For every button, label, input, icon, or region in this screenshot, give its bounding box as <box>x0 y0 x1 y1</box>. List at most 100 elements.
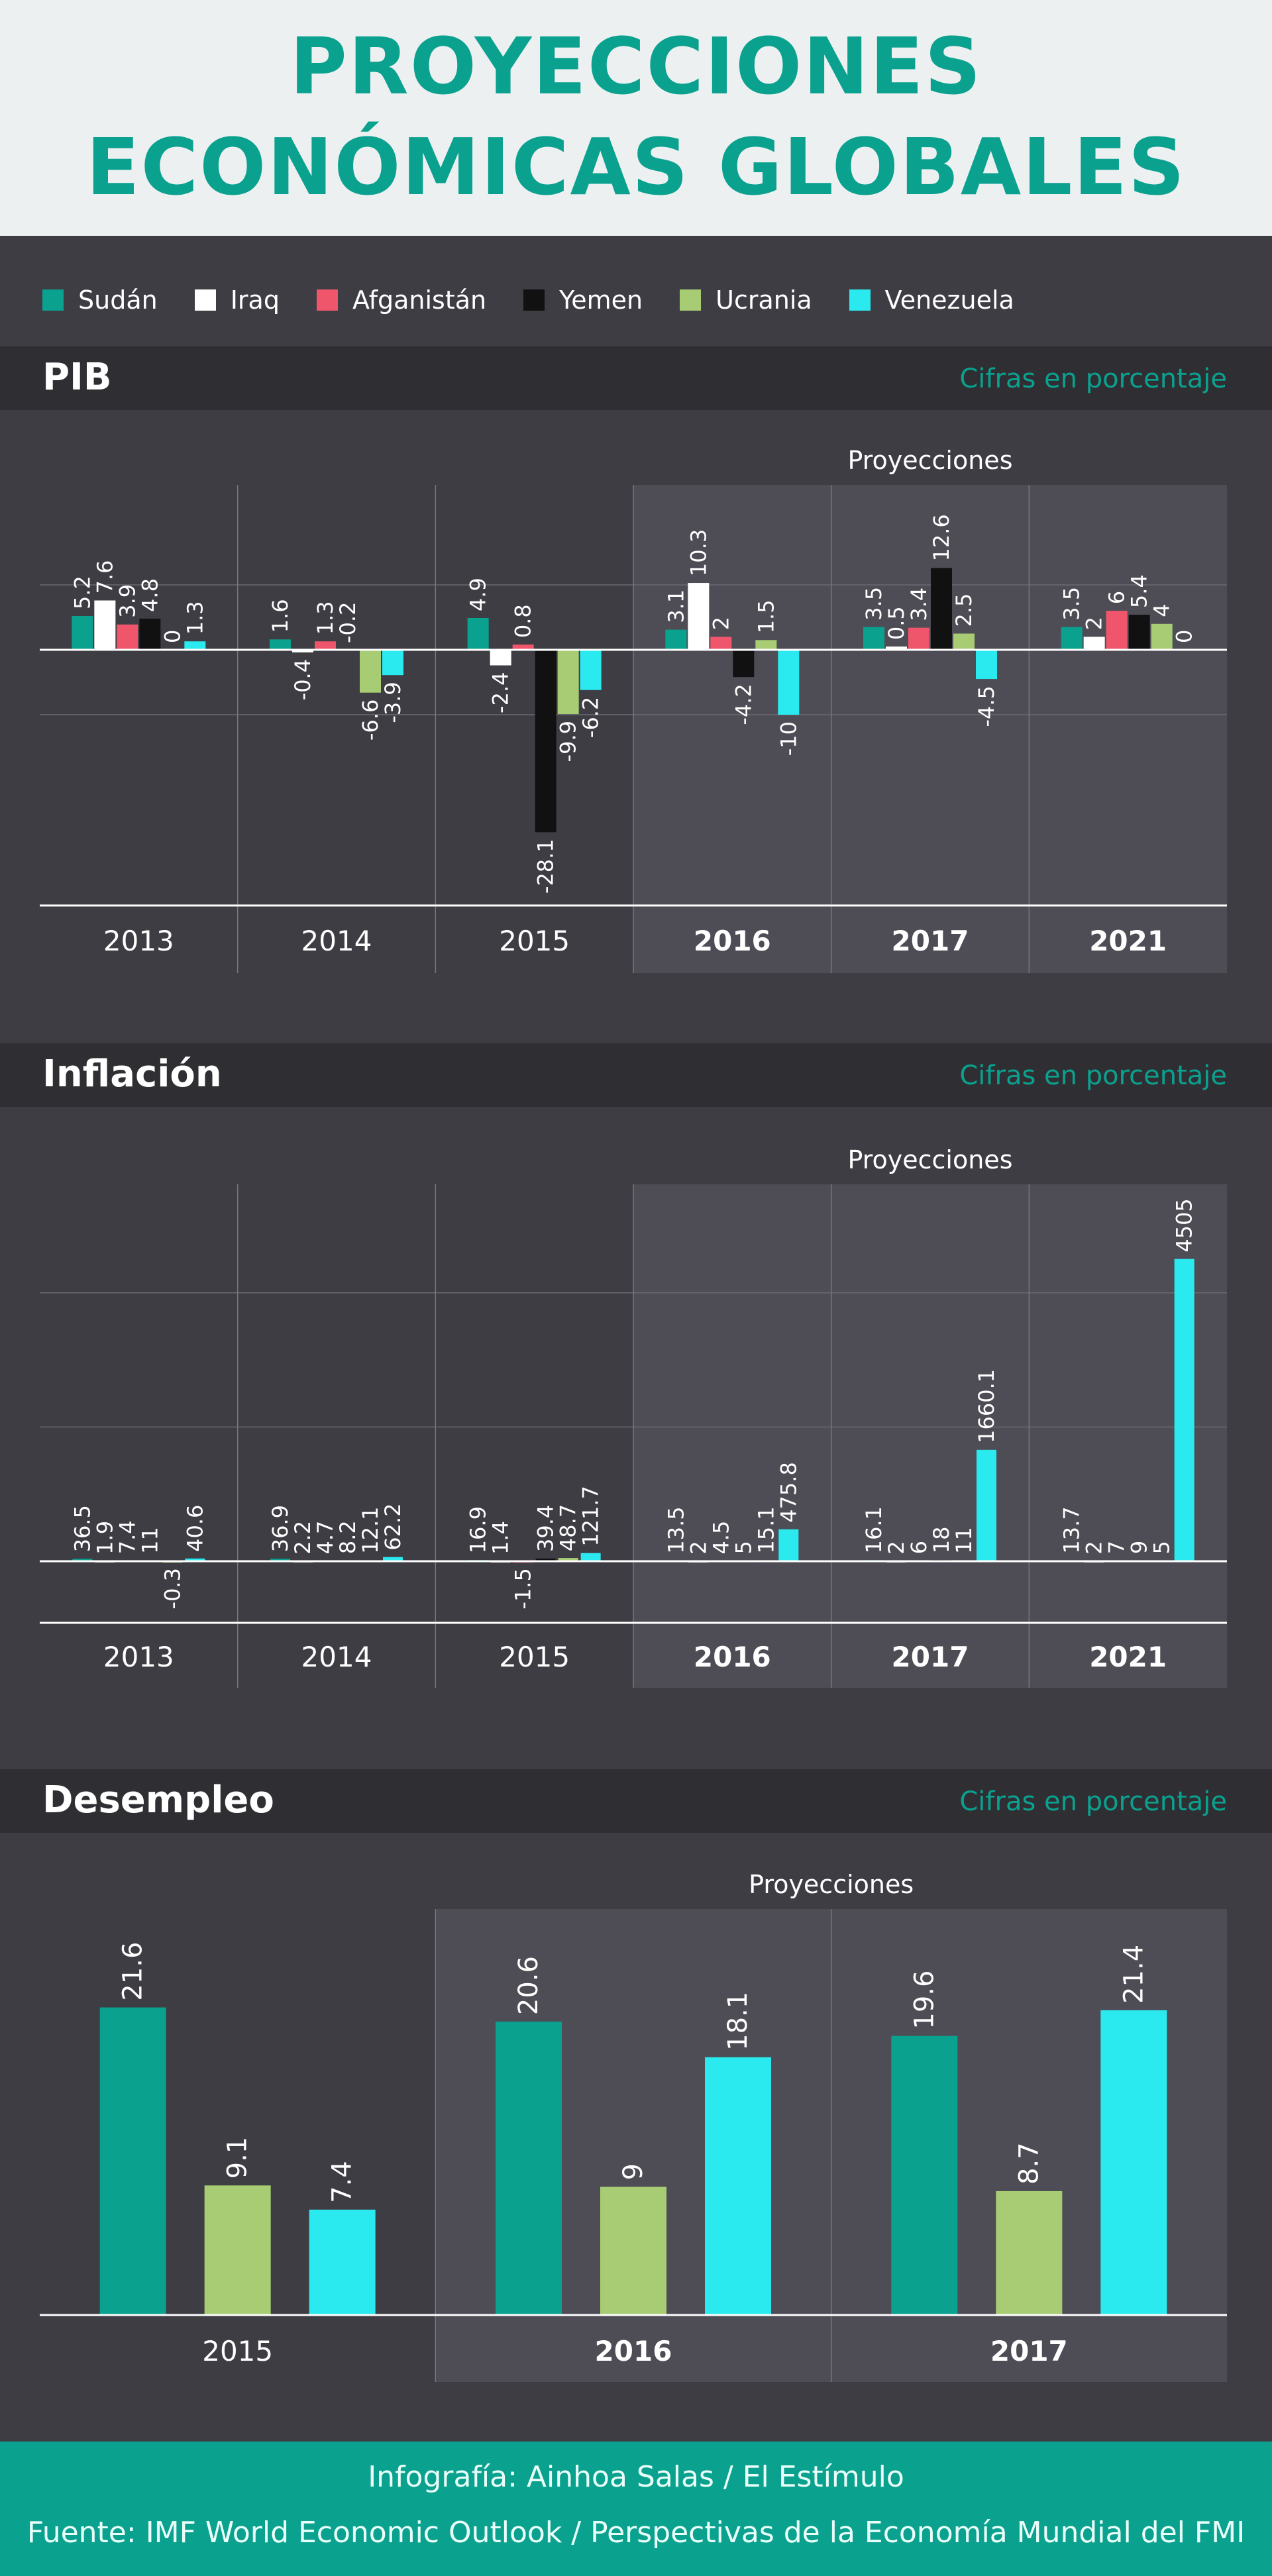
legend-item-iraq: Iraq <box>194 285 280 315</box>
header: PROYECCIONES ECONÓMICAS GLOBALES <box>0 0 1272 236</box>
data-label: 4.9 <box>466 578 491 611</box>
category-label: 2016 <box>694 1641 771 1673</box>
data-label: 2 <box>1082 617 1107 630</box>
bar-afganistan-2021 <box>1106 611 1128 650</box>
bar-afganistan-2014 <box>315 641 336 650</box>
data-label: 21.4 <box>1118 1945 1149 2004</box>
category-label: 2016 <box>694 925 771 957</box>
data-label: 2.5 <box>951 593 977 627</box>
data-label: 13.5 <box>663 1506 688 1553</box>
legend-label: Venezuela <box>884 285 1014 315</box>
projection-area <box>633 485 1227 973</box>
section-title-inflacion: Inflación <box>42 1053 222 1096</box>
category-label: 2016 <box>595 2335 672 2367</box>
bar-yemen-2021 <box>1128 615 1150 650</box>
bar-ucrania-2015 <box>558 1558 578 1561</box>
data-label: 3.5 <box>861 587 886 621</box>
data-label: 10.3 <box>686 529 711 576</box>
legend-item-ucrania: Ucrania <box>680 285 812 315</box>
bar-yemen-2013 <box>139 618 161 650</box>
bar-sudan-2014 <box>270 1559 290 1561</box>
section-title-desempleo: Desempleo <box>42 1778 274 1822</box>
bar-yemen-2015 <box>535 650 556 833</box>
data-label: -4.5 <box>974 686 999 727</box>
data-label: -1.5 <box>511 1568 536 1609</box>
data-label: 12.1 <box>358 1507 383 1554</box>
data-label: 48.7 <box>556 1504 581 1551</box>
projection-label: Proyecciones <box>847 446 1012 475</box>
data-label: 4 <box>1149 603 1175 617</box>
bar-sudan-2016 <box>665 629 687 650</box>
bar-yemen-2017 <box>931 568 952 650</box>
bar-iraq-2021 <box>1083 637 1105 650</box>
data-label: 2.2 <box>290 1521 315 1555</box>
category-label: 2015 <box>499 1641 570 1673</box>
data-label: 7.4 <box>327 2161 358 2203</box>
bar-venezuela-2015 <box>580 650 602 690</box>
bar-venezuela-2016 <box>778 1529 799 1561</box>
legend-swatch <box>42 289 64 311</box>
legend-item-venezuela: Venezuela <box>849 285 1014 315</box>
legend-label: Ucrania <box>716 285 812 315</box>
data-label: 8.7 <box>1014 2142 1044 2185</box>
bar-iraq-2013 <box>94 600 116 650</box>
data-label: 36.9 <box>268 1505 293 1552</box>
bar-sudan-2021 <box>1061 627 1083 650</box>
bar-afganistan-2013 <box>117 624 138 650</box>
bar-venezuela-2017 <box>1100 2010 1167 2315</box>
title-line-2: ECONÓMICAS GLOBALES <box>85 121 1187 213</box>
data-label: 1660.1 <box>974 1369 999 1443</box>
projection-label: Proyecciones <box>847 1145 1012 1174</box>
data-label: 4.7 <box>313 1521 338 1555</box>
bar-ucrania-2017 <box>996 2190 1063 2315</box>
bar-venezuela-2016 <box>705 2057 771 2315</box>
data-label: 36.5 <box>70 1505 95 1552</box>
section-header-desempleo: Desempleo Cifras en porcentaje <box>0 1769 1272 1833</box>
bar-venezuela-2015 <box>580 1553 601 1561</box>
category-label: 2013 <box>103 1641 174 1673</box>
category-label: 2017 <box>892 925 969 957</box>
data-label: 1.3 <box>313 601 338 635</box>
bar-sudan-2017 <box>863 627 884 650</box>
chart-desempleo: Proyecciones 21.6 9.1 7.4 2015 20.6 9 18.1 2016 1… <box>40 1870 1228 2382</box>
data-label: 7.6 <box>92 560 117 594</box>
bar-yemen-2016 <box>733 650 755 678</box>
data-label: 21.6 <box>118 1942 148 2001</box>
legend-item-afganistan: Afganistán <box>316 285 486 315</box>
data-label: 2 <box>884 1541 909 1554</box>
bar-ucrania-2016 <box>755 640 777 650</box>
bar-ucrania-2015 <box>204 2185 271 2315</box>
bar-iraq-2017 <box>886 646 907 650</box>
bar-venezuela-2021 <box>1174 1259 1194 1561</box>
data-label: -6.2 <box>578 697 604 738</box>
projection-area <box>633 1184 1227 1688</box>
data-label: 0 <box>160 630 185 643</box>
legend-swatch <box>194 289 216 311</box>
legend-swatch <box>523 289 545 311</box>
data-label: 1.3 <box>182 601 207 635</box>
data-label: 18.1 <box>723 1992 753 2051</box>
data-label: 0.8 <box>511 604 536 638</box>
data-label: 475.8 <box>776 1462 801 1523</box>
data-label: 9.1 <box>223 2137 253 2179</box>
data-label: 39.4 <box>533 1505 558 1552</box>
data-label: -9.9 <box>556 721 581 762</box>
bar-venezuela-2016 <box>778 650 800 715</box>
data-label: 13.7 <box>1059 1506 1085 1553</box>
section-title-pib: PIB <box>42 356 112 399</box>
chart-inflacion: Proyecciones36.51.97.411-0.340.6201336.9… <box>40 1145 1227 1688</box>
data-label: -3.9 <box>380 682 405 723</box>
data-label: 0 <box>1172 630 1197 643</box>
footer-source: Fuente: IMF World Economic Outlook / Per… <box>26 2516 1246 2550</box>
bar-sudan-2013 <box>72 1559 93 1561</box>
category-label: 2014 <box>301 1641 372 1673</box>
data-label: 6 <box>906 1541 931 1554</box>
bar-ucrania-2015 <box>557 650 579 715</box>
projection-label: Proyecciones <box>749 1870 914 1899</box>
footer: Infografía: Ainhoa Salas / El Estímulo F… <box>0 2442 1272 2576</box>
category-label: 2017 <box>990 2335 1068 2367</box>
bar-venezuela-2013 <box>185 1558 205 1561</box>
data-label: 19.6 <box>909 1971 939 2030</box>
bar-sudan-2013 <box>72 616 93 650</box>
